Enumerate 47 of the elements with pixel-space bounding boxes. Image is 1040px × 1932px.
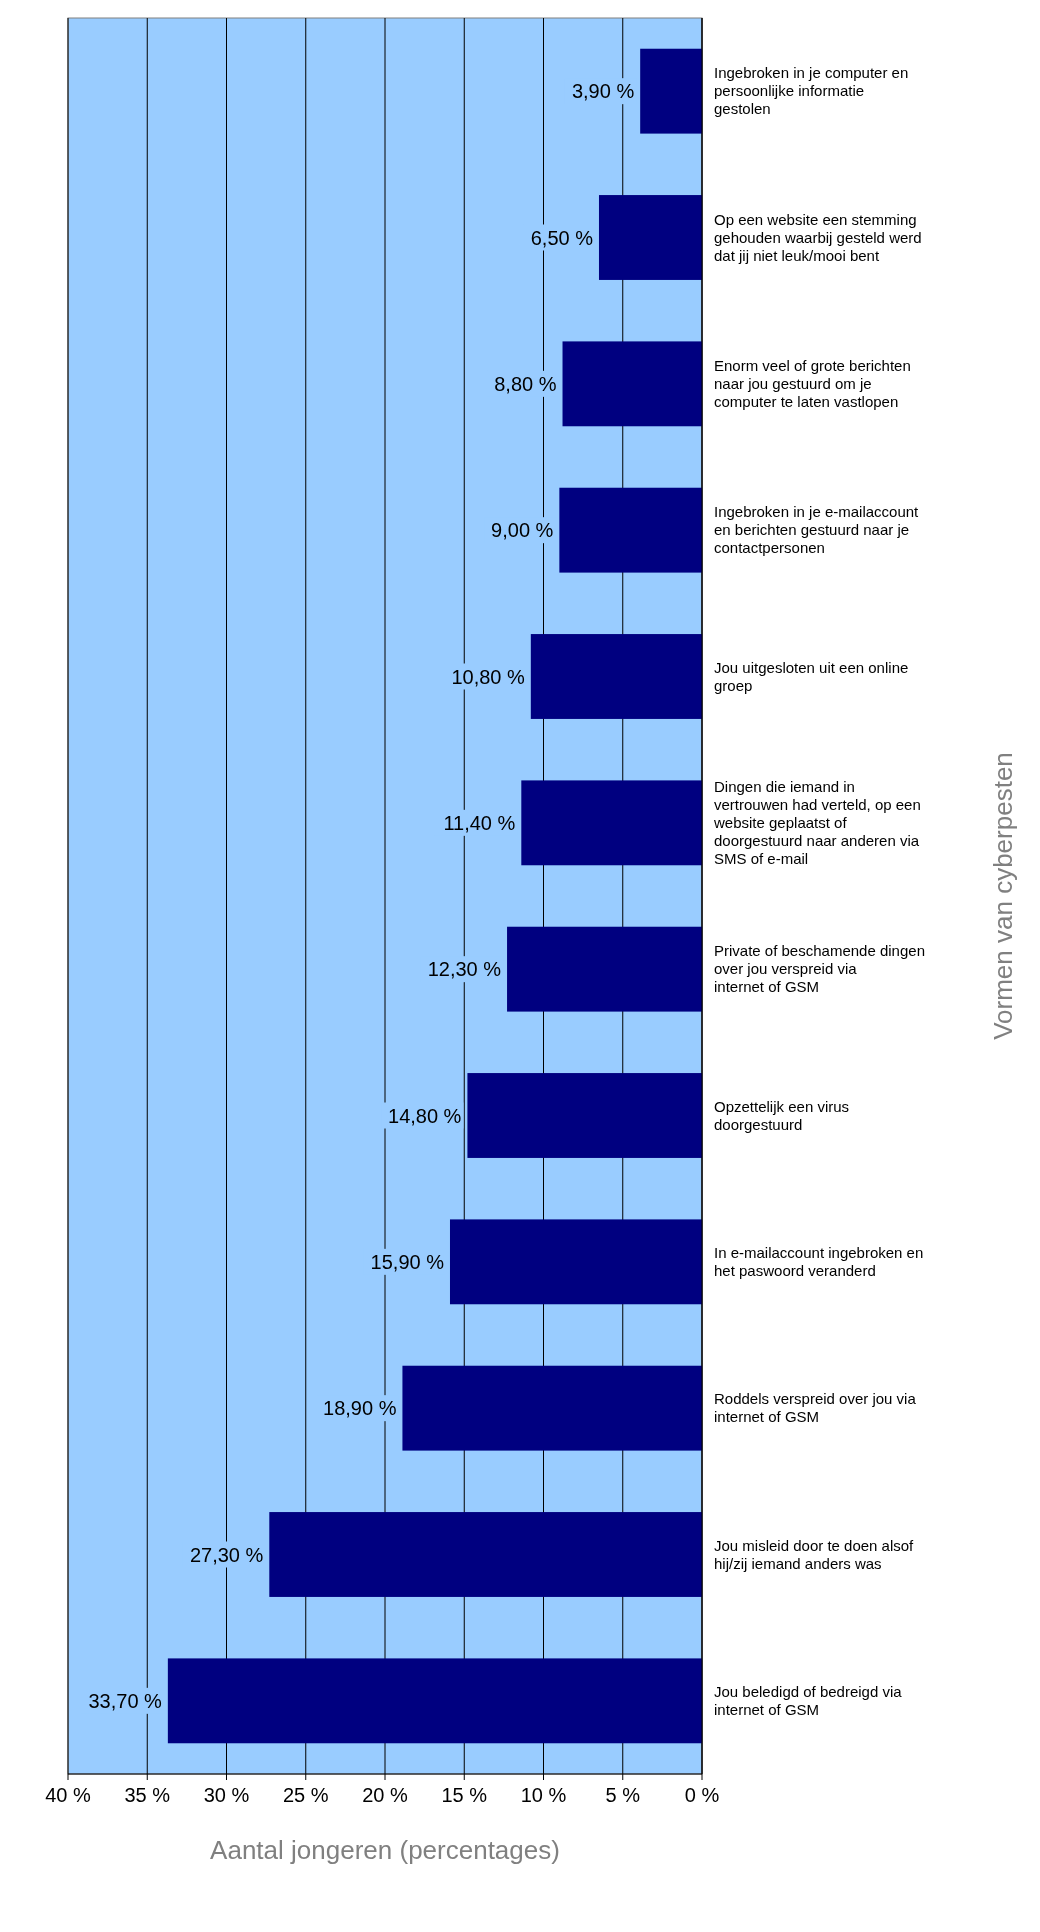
y-tick-label: Enorm veel of grote berichten naar jou gestuurd om je computer te laten vastlopen (714, 357, 911, 411)
y-tick-label: Jou misleid door te doen alsof hij/zij iemand anders was (714, 1536, 915, 1572)
y-tick-label: Jou uitgesloten uit een online groep (714, 658, 909, 694)
bar (402, 1365, 702, 1451)
x-tick-label: 10 % (520, 1784, 567, 1806)
bar (521, 780, 702, 866)
x-tick-label: 0 % (684, 1784, 720, 1806)
bar (530, 634, 702, 719)
data-label: 14,80 % (388, 1104, 462, 1127)
y-tick-label: Private of beschamende dingen over jou verspreid via internet of GSM (714, 942, 925, 996)
y-tick-label: Jou beledigd of bedreigd via internet of GSM (714, 1683, 903, 1719)
y-tick-label: Dingen die iemand in vertrouwen had verteld, op een website geplaatst of doorgestuurd naar anderen via SMS of e-mail (713, 778, 921, 868)
bar (559, 487, 702, 573)
y-axis-title: Vormen van cyberpesten (988, 752, 1018, 1040)
bar (507, 926, 702, 1012)
x-tick-label: 30 % (203, 1784, 250, 1806)
bar (640, 48, 702, 134)
x-tick-label: 20 % (362, 1784, 409, 1806)
data-label: 10,80 % (451, 665, 526, 688)
bar (467, 1073, 702, 1158)
bar (562, 341, 702, 427)
y-tick-label: Roddels verspreid over jou via internet of GSM (714, 1390, 917, 1426)
y-tick-label: Ingebroken in je computer en persoonlijke informatie gestolen (714, 64, 909, 118)
x-tick-label: 35 % (124, 1784, 171, 1806)
data-label: 11,40 % (443, 811, 516, 834)
y-tick-label: In e-mailaccount ingebroken en het paswoord veranderd (714, 1244, 924, 1280)
bar (269, 1512, 702, 1597)
data-label: 3,90 % (571, 80, 635, 103)
x-axis-title: Aantal jongeren (percentages) (210, 1835, 560, 1865)
x-tick-label: 15 % (441, 1784, 488, 1806)
bar (449, 1219, 702, 1305)
data-label: 27,30 % (189, 1543, 264, 1566)
bar (598, 195, 702, 280)
data-label: 15,90 % (370, 1250, 445, 1273)
data-label: 33,70 % (88, 1689, 163, 1712)
data-label: 12,30 % (427, 958, 502, 981)
data-label: 6,50 % (530, 226, 594, 249)
y-tick-label: Ingebroken in je e-mailaccount en berichten gestuurd naar je contactpersonen (714, 503, 920, 557)
data-label: 8,80 % (494, 372, 557, 395)
x-tick-label: 40 % (45, 1784, 92, 1806)
bar (167, 1658, 702, 1744)
data-label: 9,00 % (491, 519, 554, 542)
y-tick-label: Op een website een stemming gehouden waarbij gesteld werd dat jij niet leuk/mooi bent (714, 210, 922, 264)
x-tick-label: 25 % (282, 1784, 329, 1806)
x-tick-label: 5 % (605, 1784, 641, 1806)
data-label: 18,90 % (323, 1397, 397, 1420)
y-tick-label: Opzettelijk een virus doorgestuurd (714, 1097, 850, 1133)
